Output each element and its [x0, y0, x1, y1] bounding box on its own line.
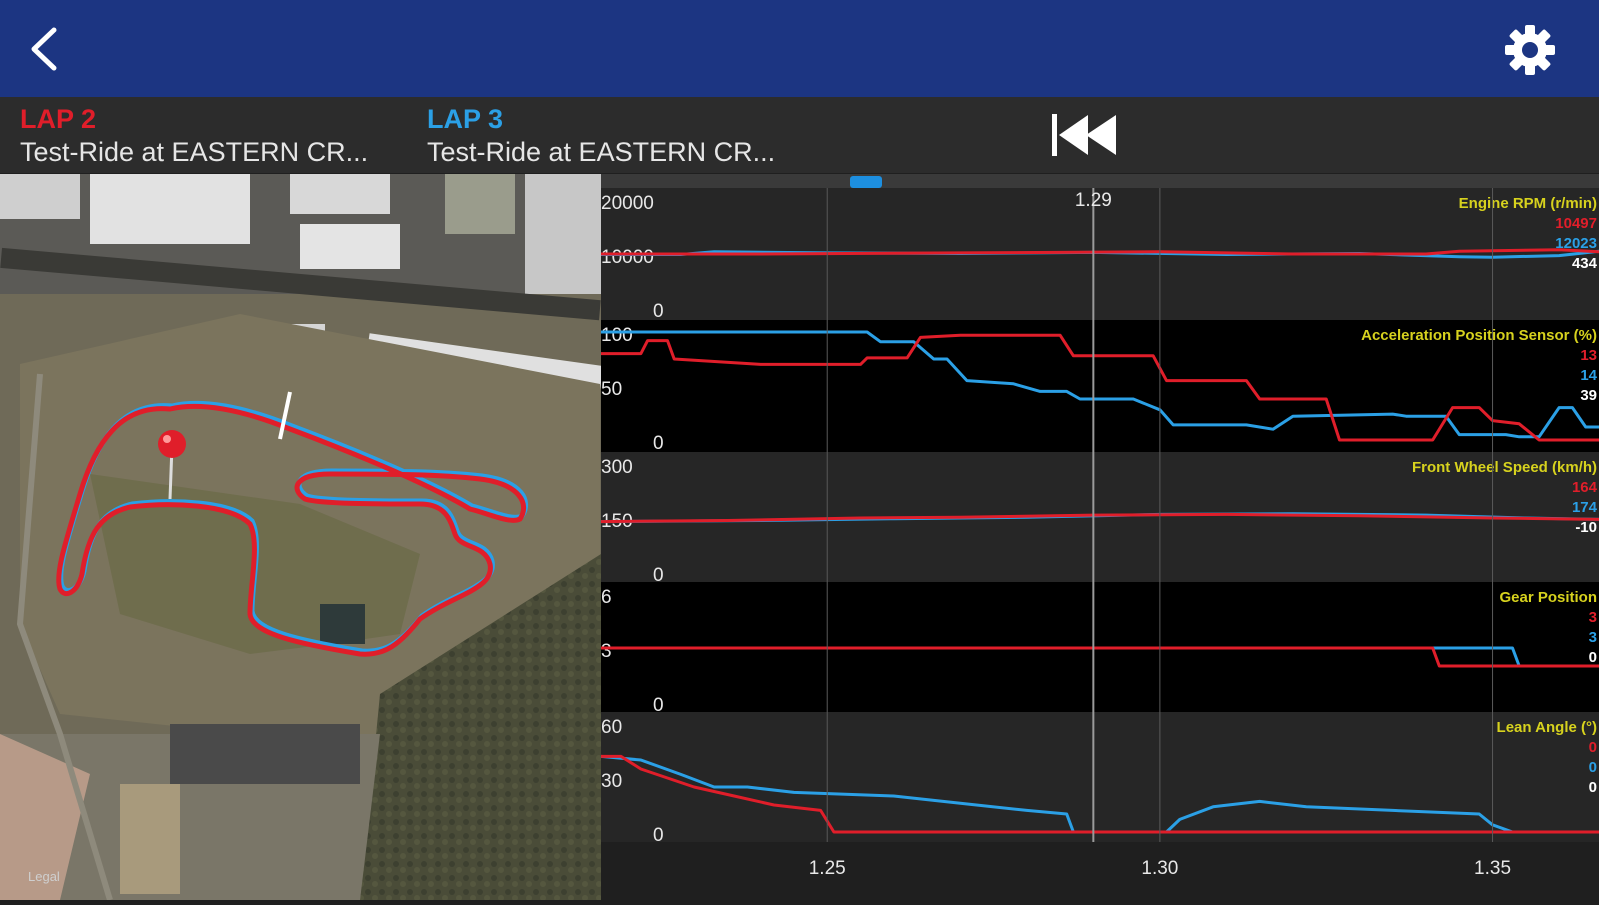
series-readout: 13: [1580, 347, 1597, 364]
y-tick-label: 50: [601, 379, 622, 400]
y-tick-label: 300: [601, 457, 633, 478]
lap-3-session: Test-Ride at EASTERN CR...: [427, 137, 776, 167]
series-readout: 39: [1580, 387, 1597, 404]
timeline-scrubber[interactable]: [601, 174, 1599, 188]
chart-panel-background: [601, 320, 1599, 452]
series-readout: 0: [1589, 779, 1597, 796]
telemetry-charts[interactable]: 20000 10000 0 Engine RPM (r/min) 10497 12023 4…: [600, 174, 1599, 900]
settings-button[interactable]: [1500, 20, 1560, 80]
series-readout: -10: [1575, 519, 1597, 536]
series-readout: 3: [1589, 629, 1597, 646]
y-tick-label: 10000: [601, 247, 654, 268]
back-button[interactable]: [22, 22, 72, 76]
lap-2-track-trace: [56, 403, 527, 657]
app-header: [0, 0, 1599, 97]
lap-3-line: [601, 330, 1599, 439]
x-axis-band: [601, 842, 1599, 900]
series-readout: 0: [1589, 649, 1597, 666]
lap-2-session: Test-Ride at EASTERN CR...: [20, 137, 369, 167]
y-tick-label: 6: [601, 587, 612, 608]
x-tick-label: 1.35: [1474, 858, 1511, 879]
series-readout: 174: [1572, 499, 1598, 516]
track-map[interactable]: Legal: [0, 174, 601, 900]
lap-3-selector[interactable]: LAP 3 Test-Ride at EASTERN CR...: [427, 103, 775, 169]
time-cursor-label: 1.29: [1075, 190, 1112, 211]
y-tick-label: 0: [653, 433, 664, 454]
lap-2-line: [601, 646, 1599, 668]
series-readout: 164: [1572, 479, 1598, 496]
chevron-left-icon: [31, 27, 57, 71]
series-readout: 10497: [1555, 215, 1597, 232]
series-readout: 0: [1589, 739, 1597, 756]
timeline-scrubber-thumb[interactable]: [850, 176, 882, 188]
rewind-button[interactable]: [1050, 111, 1122, 159]
rewind-to-start-icon: [1052, 114, 1116, 156]
lap-2-label: LAP 2: [20, 104, 97, 134]
series-readout: 434: [1572, 255, 1598, 272]
y-tick-label: 0: [653, 695, 664, 716]
y-tick-label: 0: [653, 565, 664, 586]
lap-comparison-bar: LAP 2 Test-Ride at EASTERN CR... LAP 3 T…: [0, 97, 1599, 173]
position-marker-icon: [158, 430, 186, 500]
y-tick-label: 20000: [601, 193, 654, 214]
x-tick-label: 1.30: [1141, 858, 1178, 879]
series-readout: 0: [1589, 759, 1597, 776]
y-tick-label: 3: [601, 641, 612, 662]
lap-2-selector[interactable]: LAP 2 Test-Ride at EASTERN CR...: [20, 103, 368, 169]
y-tick-label: 100: [601, 325, 633, 346]
series-readout: 3: [1589, 609, 1597, 626]
chart-title: Engine RPM (r/min): [1459, 195, 1597, 212]
chart-title: Lean Angle (°): [1497, 719, 1597, 736]
y-tick-label: 30: [601, 771, 622, 792]
series-readout: 14: [1580, 367, 1597, 384]
series-readout: 12023: [1555, 235, 1597, 252]
gear-icon: [1505, 25, 1555, 75]
x-tick-label: 1.25: [809, 858, 846, 879]
chart-title: Acceleration Position Sensor (%): [1361, 327, 1597, 344]
lap-3-label: LAP 3: [427, 104, 504, 134]
y-tick-label: 0: [653, 825, 664, 846]
y-tick-label: 0: [653, 301, 664, 322]
y-tick-label: 60: [601, 717, 622, 738]
lap-2-line: [601, 333, 1599, 442]
map-legal-watermark[interactable]: Legal: [28, 869, 60, 884]
chart-title: Front Wheel Speed (km/h): [1412, 459, 1597, 476]
chart-title: Gear Position: [1499, 589, 1597, 606]
lap-2-line: [601, 754, 1599, 834]
chart-panel-background: [601, 712, 1599, 844]
